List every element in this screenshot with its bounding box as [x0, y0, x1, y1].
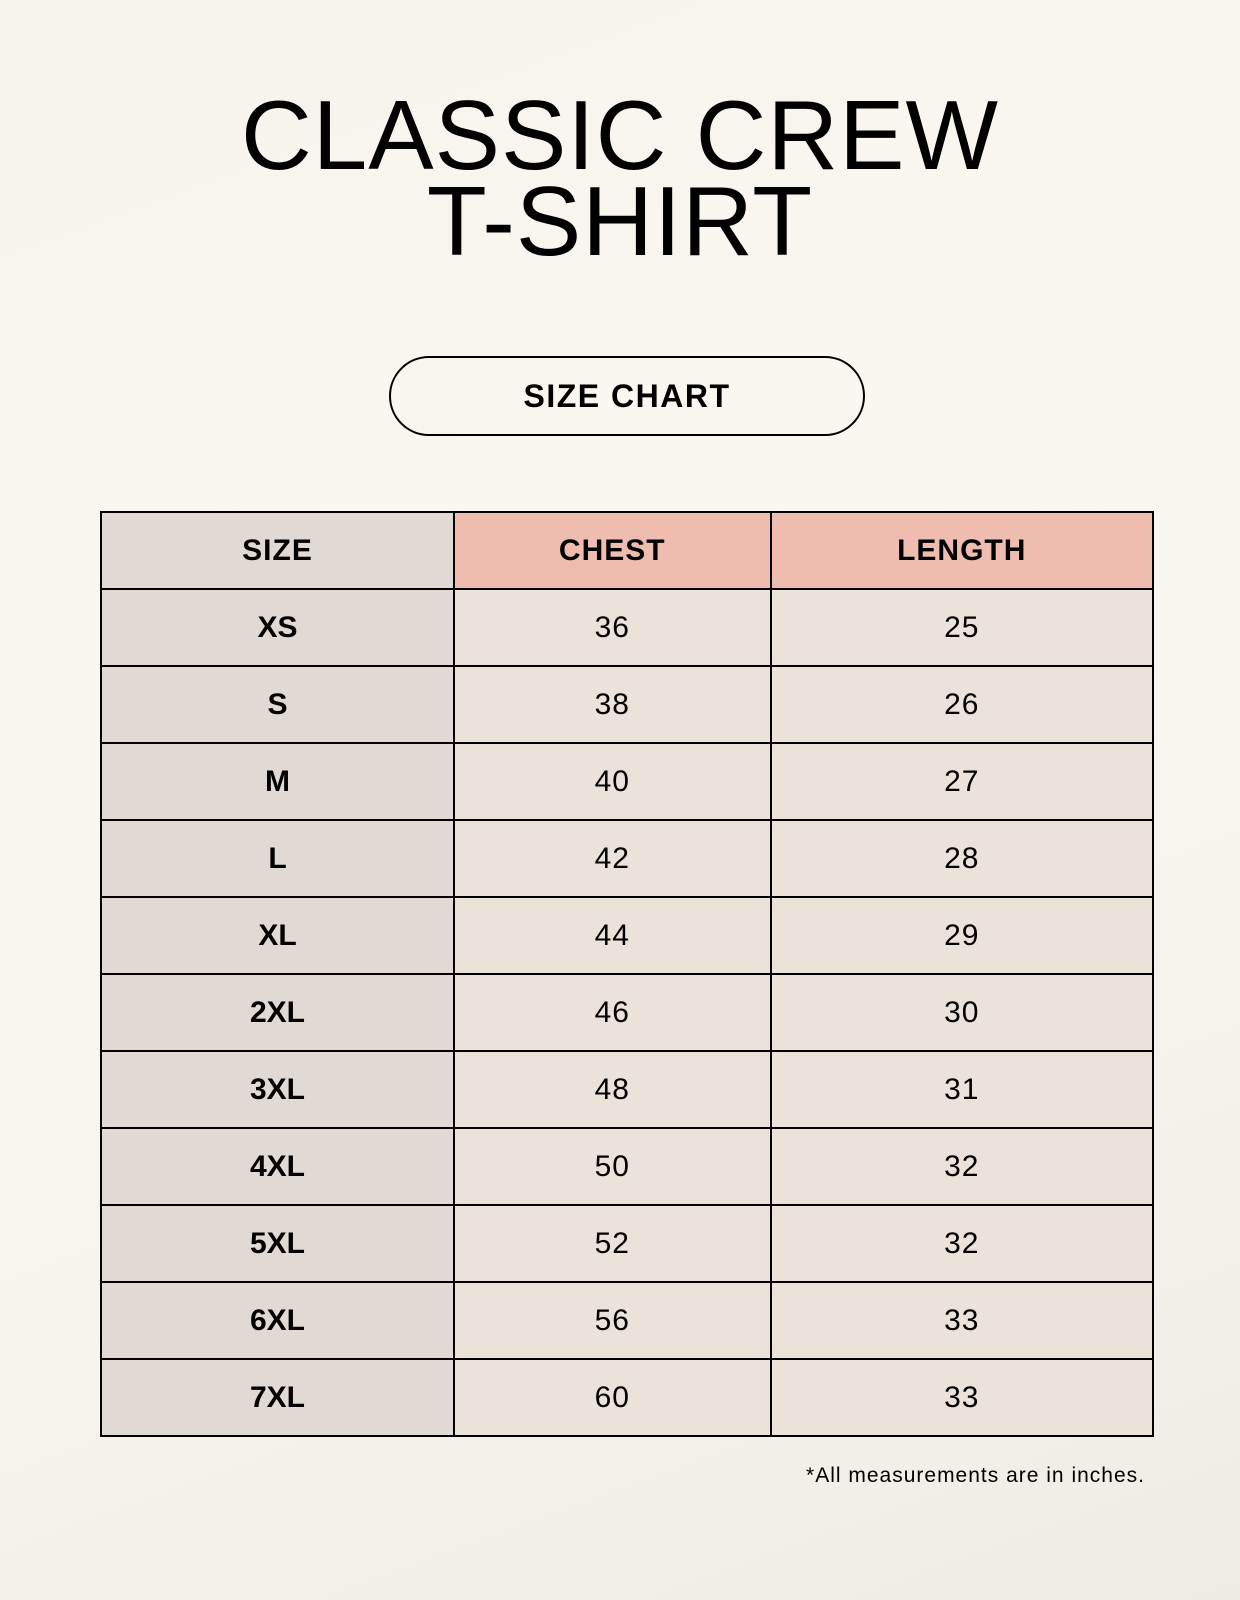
table-row: 4XL 50 32 [100, 1127, 1155, 1206]
cell-chest: 38 [453, 665, 772, 744]
header-length: LENGTH [769, 511, 1155, 590]
cell-chest: 40 [453, 742, 772, 821]
cell-length: 33 [769, 1358, 1155, 1437]
cell-size: M [100, 742, 455, 821]
cell-size: L [100, 819, 455, 898]
cell-chest: 60 [453, 1358, 772, 1437]
table-row: S 38 26 [100, 665, 1155, 744]
cell-chest: 50 [453, 1127, 772, 1206]
header-size: SIZE [100, 511, 455, 590]
cell-chest: 56 [453, 1281, 772, 1360]
cell-length: 25 [769, 588, 1155, 667]
table-row: XS 36 25 [100, 588, 1155, 667]
page-title: CLASSIC CREW T-SHIRT [0, 80, 1240, 276]
cell-length: 32 [769, 1204, 1155, 1283]
cell-length: 29 [769, 896, 1155, 975]
cell-chest: 48 [453, 1050, 772, 1129]
title-line-2: T-SHIRT [426, 166, 814, 276]
footnote: *All measurements are in inches. [806, 1464, 1145, 1487]
cell-chest: 42 [453, 819, 772, 898]
cell-chest: 36 [453, 588, 772, 667]
table-row: 3XL 48 31 [100, 1050, 1155, 1129]
size-table: SIZE CHEST LENGTH XS 36 25 S 38 26 M 40 27 L 42 28 X… [100, 511, 1155, 1437]
table-row: XL 44 29 [100, 896, 1155, 975]
cell-size: XS [100, 588, 455, 667]
cell-length: 32 [769, 1127, 1155, 1206]
cell-size: XL [100, 896, 455, 975]
cell-length: 30 [769, 973, 1155, 1052]
cell-length: 27 [769, 742, 1155, 821]
cell-length: 28 [769, 819, 1155, 898]
cell-size: 2XL [100, 973, 455, 1052]
cell-chest: 52 [453, 1204, 772, 1283]
cell-size: 4XL [100, 1127, 455, 1206]
cell-size: 6XL [100, 1281, 455, 1360]
cell-chest: 46 [453, 973, 772, 1052]
cell-size: S [100, 665, 455, 744]
table-header-row: SIZE CHEST LENGTH [100, 511, 1155, 590]
table-row: 7XL 60 33 [100, 1358, 1155, 1437]
cell-length: 31 [769, 1050, 1155, 1129]
header-chest: CHEST [453, 511, 772, 590]
cell-size: 3XL [100, 1050, 455, 1129]
cell-size: 5XL [100, 1204, 455, 1283]
table-row: 2XL 46 30 [100, 973, 1155, 1052]
table-row: 6XL 56 33 [100, 1281, 1155, 1360]
title-line-1: CLASSIC CREW [240, 80, 999, 190]
cell-length: 33 [769, 1281, 1155, 1360]
table-row: 5XL 52 32 [100, 1204, 1155, 1283]
table-row: L 42 28 [100, 819, 1155, 898]
cell-chest: 44 [453, 896, 772, 975]
cell-size: 7XL [100, 1358, 455, 1437]
cell-length: 26 [769, 665, 1155, 744]
table-row: M 40 27 [100, 742, 1155, 821]
size-chart-badge: SIZE CHART [389, 356, 865, 436]
